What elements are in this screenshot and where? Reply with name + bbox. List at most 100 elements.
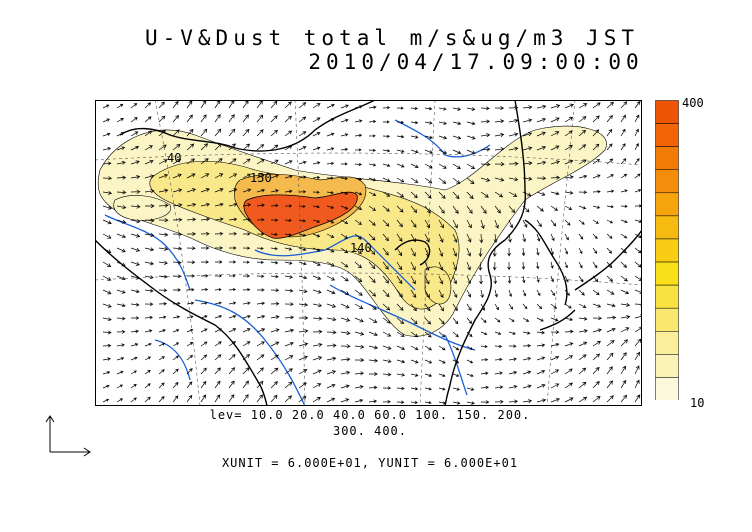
wind-vector <box>116 219 127 224</box>
wind-vector <box>410 135 419 139</box>
wind-vector <box>522 176 533 181</box>
wind-vector <box>438 219 444 229</box>
wind-vector <box>326 205 335 209</box>
wind-vector <box>452 135 462 140</box>
wind-vector <box>172 173 182 179</box>
wind-vector <box>340 219 349 225</box>
wind-vector <box>326 118 335 123</box>
wind-vector <box>312 316 323 321</box>
wind-vector <box>186 231 197 236</box>
wind-vector <box>116 160 126 165</box>
wind-vector <box>172 203 183 208</box>
wind-vector <box>466 149 476 155</box>
wind-vector <box>494 289 498 298</box>
wind-vector <box>620 365 626 375</box>
wind-vector <box>243 274 250 278</box>
wind-vector <box>508 303 514 310</box>
wind-vector <box>410 373 419 377</box>
wind-vector <box>480 119 491 124</box>
wind-vector <box>116 247 126 253</box>
wind-vector <box>200 188 210 193</box>
wind-vector <box>522 191 532 197</box>
wind-vector <box>116 205 127 210</box>
wind-vector <box>326 247 335 253</box>
wind-vector <box>116 132 125 137</box>
wind-vector <box>550 247 554 256</box>
wind-vector <box>256 380 264 389</box>
wind-vector <box>144 218 155 223</box>
wind-vector <box>424 163 433 169</box>
wind-vector <box>396 219 403 228</box>
wind-vector <box>298 382 307 389</box>
wind-vector <box>634 128 639 137</box>
wind-vector <box>578 341 588 347</box>
wind-vector <box>522 289 527 297</box>
wind-vector <box>172 232 183 237</box>
wind-vector <box>298 204 306 208</box>
wind-vector <box>116 146 126 151</box>
wind-vector <box>550 289 555 296</box>
wind-vector <box>270 174 279 179</box>
wind-vector <box>606 114 613 123</box>
wind-vector <box>550 191 560 196</box>
wind-vector <box>550 303 557 309</box>
wind-vector <box>382 400 391 404</box>
wind-vector <box>186 143 195 151</box>
wind-vector <box>466 261 471 271</box>
wind-vector <box>214 231 224 236</box>
wind-vector <box>620 289 630 295</box>
wind-vector <box>200 394 207 403</box>
wind-vector <box>158 260 168 265</box>
wind-vector <box>326 219 335 224</box>
wind-vector <box>578 275 584 283</box>
wind-vector <box>494 331 502 335</box>
wind-vector <box>326 330 337 335</box>
wind-vector <box>312 146 321 151</box>
wind-vector <box>172 395 179 403</box>
wind-vector <box>340 303 350 309</box>
wind-vector <box>606 233 613 239</box>
wind-vector <box>326 103 335 109</box>
wind-vector <box>200 315 208 319</box>
wind-vector <box>326 317 337 322</box>
wind-vector <box>424 275 430 285</box>
wind-vector <box>340 233 349 239</box>
wind-vector <box>242 367 250 375</box>
wind-vector <box>312 205 320 209</box>
wind-vector <box>507 247 512 257</box>
wind-vector <box>326 176 334 180</box>
wind-vector <box>494 177 505 182</box>
wind-vector <box>256 288 265 292</box>
wind-vector <box>564 261 568 269</box>
wind-vector <box>270 159 279 165</box>
wind-vector <box>172 368 179 375</box>
wind-vector <box>466 135 476 140</box>
wind-vector <box>116 261 126 267</box>
wind-vector <box>256 328 266 333</box>
wind-vector <box>452 233 458 243</box>
wind-vector <box>186 260 196 265</box>
wind-vector <box>620 379 627 389</box>
wind-vector <box>550 397 560 403</box>
wind-vector <box>466 373 474 378</box>
colorbar-swatch <box>655 169 679 194</box>
wind-vector <box>102 147 112 151</box>
wind-vector <box>144 275 154 280</box>
wind-vector <box>312 161 321 165</box>
wind-vector <box>382 289 390 298</box>
contour-label: 40 <box>167 151 181 165</box>
wind-vector <box>478 261 483 271</box>
wind-vector <box>522 343 532 348</box>
wind-vector <box>284 247 293 251</box>
wind-vector <box>508 219 514 229</box>
wind-vector <box>550 160 560 165</box>
wind-vector <box>480 177 491 182</box>
wind-vector <box>592 395 601 403</box>
wind-vector <box>550 104 561 109</box>
wind-vector <box>284 368 293 375</box>
wind-vector <box>634 158 640 165</box>
wind-vector <box>522 303 528 310</box>
wind-vector <box>368 233 376 241</box>
wind-vector <box>550 261 554 269</box>
wind-vector <box>340 162 348 166</box>
